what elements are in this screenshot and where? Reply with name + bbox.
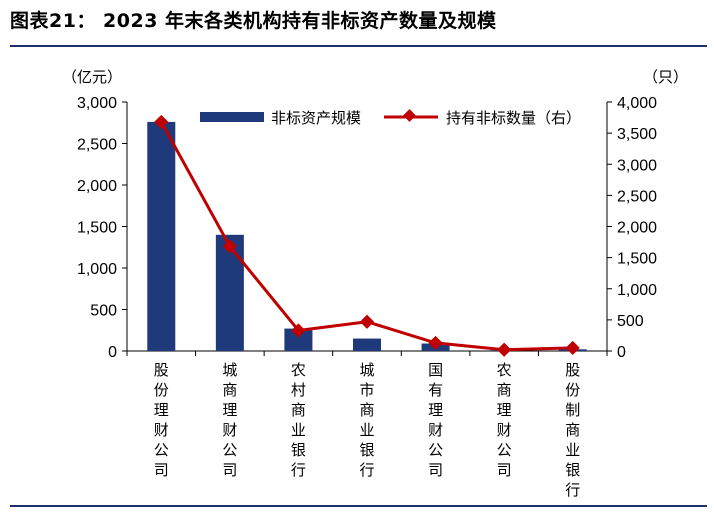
right-tick-label: 3,000 [617,157,657,174]
category-label: 城商理财公司 [222,361,237,479]
right-tick-label: 3,500 [617,126,657,143]
right-tick-label: 500 [617,313,644,330]
top-rule [10,45,707,47]
right-tick-label: 1,500 [617,251,657,268]
category-label: 农商理财公司 [497,361,512,479]
line-series [154,114,580,357]
category-label: 股份制商业银行 [565,361,580,499]
line-point [359,314,375,329]
left-tick-label: 1,000 [77,261,117,278]
right-tick-label: 2,000 [617,220,657,237]
category-labels: 股份理财公司 城商理财公司 农村商业银行 城市商业银行 国有理财公司 农商理财公司 股份制商… [154,361,580,499]
left-axis-unit: （亿元） [62,68,122,86]
bar [284,328,313,351]
legend: 非标资产规模 持有非标数量（右） [200,109,581,127]
category-label: 国有理财公司 [428,361,443,479]
right-tick-label: 0 [617,344,626,361]
left-tick-label: 500 [90,303,117,320]
legend-line-label: 持有非标数量（右） [446,109,581,127]
left-tick-label: 2,000 [77,178,117,195]
legend-bar-swatch [200,112,264,122]
right-axis-unit: （只） [643,68,688,86]
bar [353,338,381,351]
bars [147,121,587,351]
legend-bar-label: 非标资产规模 [271,109,361,127]
category-label: 城市商业银行 [359,361,374,479]
right-tick-label: 2,500 [617,188,657,205]
right-tick-label: 1,000 [617,282,657,299]
category-label: 农村商业银行 [291,361,306,479]
left-tick-label: 2,500 [77,137,117,154]
axes: 0 500 1,000 1,500 2,000 2,500 3,000 0 500 1,000 1,… [77,95,657,361]
left-tick-label: 3,000 [77,95,117,112]
line-point [291,323,306,338]
right-tick-label: 4,000 [617,95,657,112]
bar [147,121,176,351]
line-point [222,239,237,254]
chart-title: 图表21： 2023 年末各类机构持有非标资产数量及规模 [10,10,497,32]
legend-line-marker [403,109,416,122]
bottom-rule [10,505,707,507]
left-tick-label: 1,500 [77,220,117,237]
left-tick-label: 0 [108,344,117,361]
line-point [428,335,443,350]
category-label: 股份理财公司 [154,361,169,479]
line-point [565,340,580,355]
line-point [497,342,512,357]
bar [215,234,244,351]
